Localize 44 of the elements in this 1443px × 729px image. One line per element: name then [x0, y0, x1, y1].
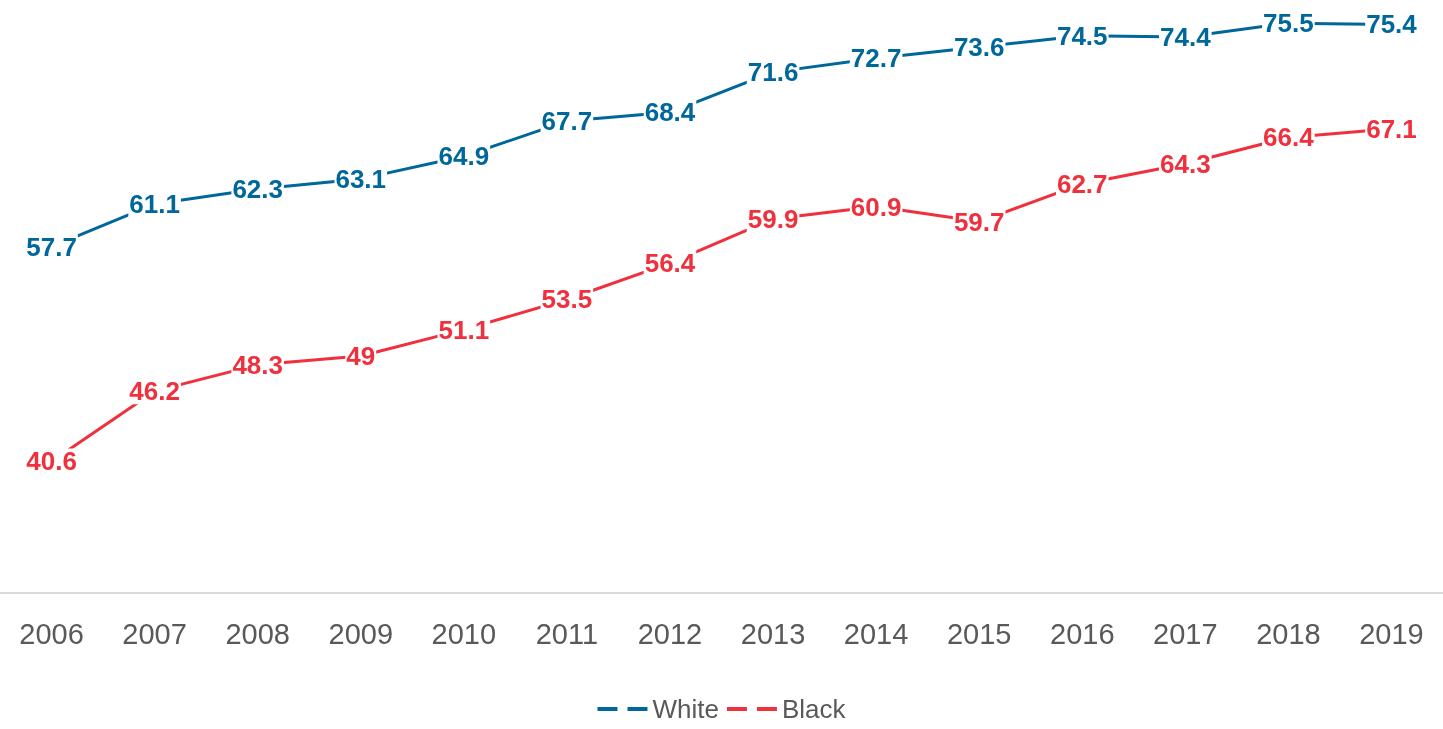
- data-label: 64.9: [438, 141, 490, 172]
- x-tick-label: 2018: [1256, 617, 1321, 650]
- data-label: 49: [346, 340, 376, 371]
- legend-label: White: [652, 694, 719, 724]
- data-label: 60.9: [850, 191, 902, 222]
- data-label: 59.9: [747, 204, 799, 235]
- x-tick-label: 2016: [1049, 617, 1115, 650]
- x-tick-label: 2008: [225, 617, 290, 650]
- data-label: 66.4: [1263, 122, 1315, 153]
- x-tick-label: 2007: [122, 617, 187, 650]
- data-label: 74.4: [1160, 21, 1212, 52]
- x-tick-label: 2019: [1359, 617, 1424, 650]
- data-label: 75.4: [1366, 9, 1418, 40]
- data-label: 61.1: [129, 189, 180, 220]
- x-tick-label: 2009: [328, 617, 394, 650]
- data-label: 46.2: [129, 376, 180, 407]
- x-tick-label: 2006: [19, 617, 84, 650]
- data-label: 51.1: [438, 314, 490, 345]
- x-tick-label: 2013: [740, 617, 806, 650]
- x-tick-label: 2017: [1153, 617, 1218, 650]
- data-label: 48.3: [232, 349, 283, 380]
- data-label: 59.7: [953, 206, 1005, 237]
- x-tick-label: 2012: [637, 617, 703, 650]
- data-label: 68.4: [644, 97, 696, 128]
- data-label: 75.5: [1263, 8, 1314, 39]
- data-label: 73.6: [953, 32, 1005, 63]
- x-tick-label: 2011: [535, 617, 599, 650]
- data-label: 57.7: [26, 231, 77, 262]
- x-tick-label: 2015: [946, 617, 1012, 650]
- data-label: 53.5: [541, 284, 593, 315]
- data-label: 62.3: [232, 173, 283, 204]
- data-label: 67.1: [1366, 113, 1417, 144]
- data-label: 72.7: [850, 43, 902, 74]
- x-tick-label: 2014: [843, 617, 909, 650]
- data-label: 74.5: [1056, 20, 1108, 51]
- data-label: 56.4: [644, 248, 696, 279]
- x-tick-label: 2010: [431, 617, 497, 650]
- data-label: 64.3: [1160, 148, 1211, 179]
- data-label: 62.7: [1056, 168, 1108, 199]
- data-label: 67.7: [541, 106, 593, 137]
- legend-label: Black: [781, 694, 847, 724]
- data-label: 63.1: [335, 163, 387, 194]
- data-label: 71.6: [747, 57, 799, 88]
- data-label: 40.6: [26, 446, 77, 477]
